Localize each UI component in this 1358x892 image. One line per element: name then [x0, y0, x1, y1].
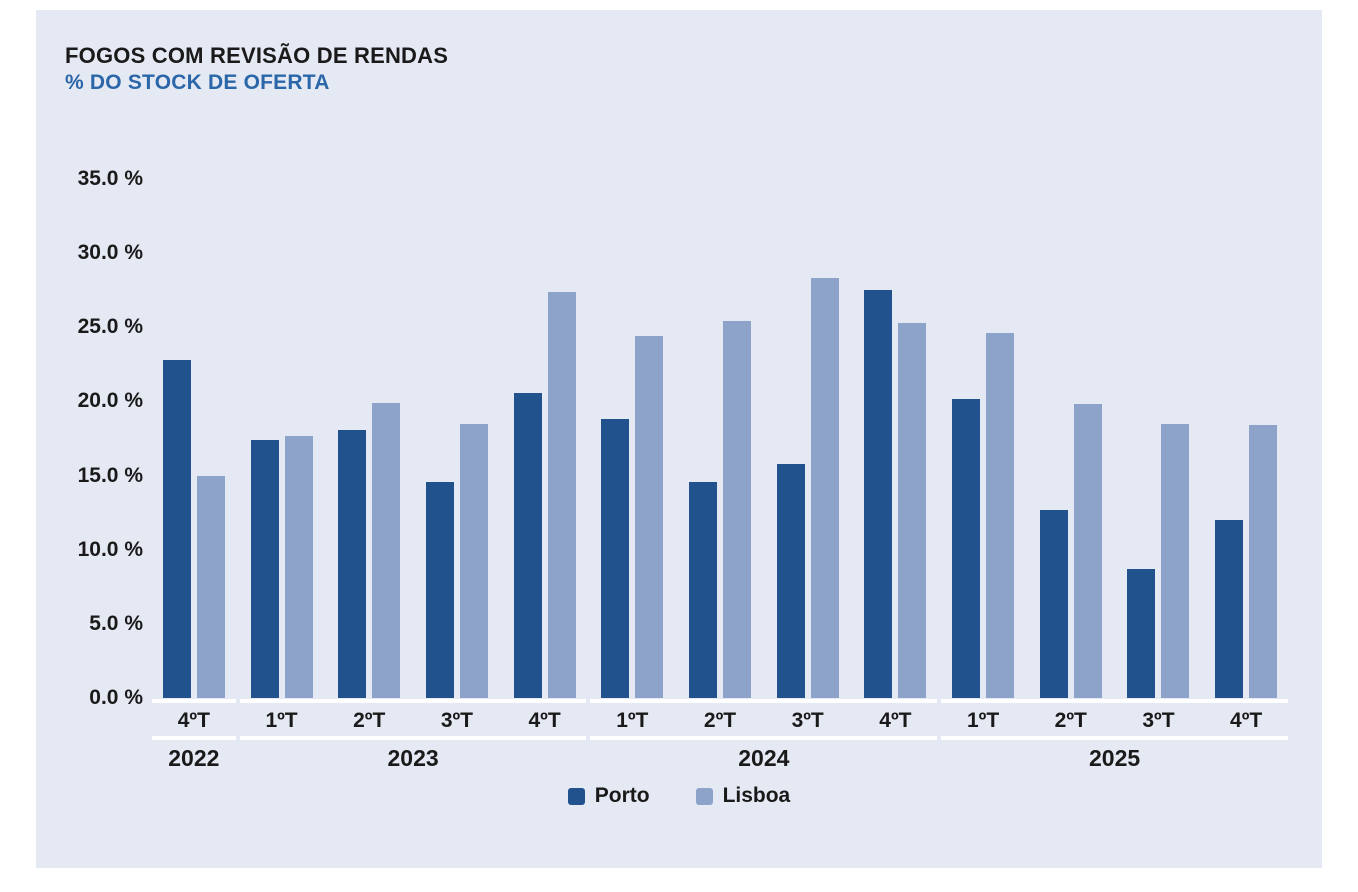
- bar-porto: [688, 481, 717, 698]
- bar-lisboa: [459, 423, 488, 698]
- bar-porto: [952, 398, 981, 698]
- axis-baseline-segment: [941, 699, 1288, 703]
- bar-lisboa: [1249, 425, 1278, 698]
- x-tick-label: 4ºT: [177, 708, 210, 732]
- bar-lisboa: [810, 278, 839, 698]
- bar-lisboa: [1073, 404, 1102, 698]
- bar-group: [588, 179, 676, 698]
- bar-group: [413, 179, 501, 698]
- bar-group: [1027, 179, 1115, 698]
- y-tick-label: 10.0 %: [77, 537, 143, 561]
- bar-lisboa: [635, 336, 664, 698]
- bar-lisboa: [372, 402, 401, 698]
- bar-lisboa: [986, 333, 1015, 698]
- year-separator-segment: [590, 736, 938, 740]
- year-group-2023: 1ºT 2ºT 3ºT 4ºT 2023: [238, 699, 589, 775]
- bar-lisboa: [898, 322, 927, 698]
- bar-group: [325, 179, 413, 698]
- bar-porto: [338, 429, 367, 698]
- legend-item-porto: Porto: [567, 784, 650, 808]
- bar-porto: [425, 481, 454, 698]
- x-tick-label: 1ºT: [616, 708, 649, 732]
- x-tick-label: 2ºT: [1054, 708, 1087, 732]
- axis-baseline-segment: [590, 699, 938, 703]
- x-tick-label: 3ºT: [791, 708, 824, 732]
- x-tick-label: 4ºT: [528, 708, 561, 732]
- bar-group: [501, 179, 589, 698]
- bar-porto: [513, 392, 542, 698]
- x-tick-label: 4ºT: [1230, 708, 1263, 732]
- year-group-2024: 1ºT 2ºT 3ºT 4ºT 2024: [588, 699, 939, 775]
- bar-lisboa: [722, 321, 751, 698]
- y-tick-label: 30.0 %: [77, 241, 143, 265]
- year-group-2025: 1ºT 2ºT 3ºT 4ºT 2025: [939, 699, 1290, 775]
- year-label: 2025: [1089, 745, 1141, 771]
- y-tick-label: 35.0 %: [77, 167, 143, 190]
- bar-lisboa: [547, 291, 576, 698]
- y-tick-label: 5.0 %: [89, 611, 143, 635]
- x-tick-label: 1ºT: [265, 708, 298, 732]
- legend: Porto Lisboa: [0, 784, 1358, 808]
- bar-porto: [162, 359, 191, 698]
- bar-group: [150, 179, 238, 698]
- plot-area: [150, 179, 1290, 698]
- chart-title: FOGOS COM REVISÃO DE RENDAS: [65, 43, 449, 68]
- y-tick-label: 0.0 %: [89, 686, 143, 709]
- legend-swatch-icon: [567, 787, 585, 805]
- bar-porto: [601, 419, 630, 698]
- bar-porto: [776, 463, 805, 698]
- year-label: 2022: [168, 745, 220, 771]
- bar-lisboa: [1161, 423, 1190, 698]
- x-tick-label: 3ºT: [1142, 708, 1175, 732]
- y-tick-label: 15.0 %: [77, 463, 143, 487]
- x-tick-label: 2ºT: [703, 708, 737, 732]
- x-tick-label: 2ºT: [353, 708, 386, 732]
- bar-porto: [864, 290, 893, 698]
- bar-porto: [250, 440, 279, 698]
- bar-group: [764, 179, 852, 698]
- bar-group: [238, 179, 326, 698]
- year-separator-segment: [941, 736, 1288, 740]
- y-tick-label: 20.0 %: [77, 389, 143, 413]
- legend-item-lisboa: Lisboa: [695, 784, 791, 808]
- axis-baseline-segment: [239, 699, 587, 703]
- year-group-2022: 4ºT 2022: [150, 699, 238, 775]
- y-tick-label: 25.0 %: [77, 315, 143, 339]
- bar-group: [852, 179, 940, 698]
- legend-label: Lisboa: [722, 784, 791, 807]
- x-tick-label: 1ºT: [966, 708, 1000, 732]
- bar-porto: [1215, 520, 1244, 698]
- x-axis: 4ºT 2022 1ºT 2ºT 3ºT 4ºT 2023 1ºT 2ºT 3ºT 4ºT 2024 1…: [150, 699, 1290, 775]
- bar-group: [1115, 179, 1203, 698]
- bar-porto: [1039, 509, 1068, 698]
- legend-label: Porto: [594, 784, 650, 807]
- year-separator-segment: [239, 736, 587, 740]
- chart-panel: [36, 10, 1322, 868]
- bar-group: [1202, 179, 1290, 698]
- year-separator-segment: [152, 736, 236, 740]
- y-axis: 35.0 % 30.0 % 25.0 % 20.0 % 15.0 % 10.0 % 5.0 …: [55, 0, 143, 892]
- chart-header: FOGOS COM REVISÃO DE RENDAS % DO STOCK D…: [65, 42, 448, 96]
- chart-subtitle: % DO STOCK DE OFERTA: [65, 71, 330, 94]
- bar-group: [676, 179, 764, 698]
- bar-lisboa: [284, 435, 313, 698]
- year-label: 2024: [738, 745, 790, 771]
- bar-group: [939, 179, 1027, 698]
- bar-porto: [1127, 569, 1156, 698]
- bar-lisboa: [196, 475, 225, 698]
- year-label: 2023: [387, 745, 439, 771]
- x-tick-label: 3ºT: [440, 708, 473, 732]
- legend-swatch-icon: [695, 787, 713, 805]
- axis-baseline-segment: [152, 699, 236, 703]
- x-tick-label: 4ºT: [879, 708, 912, 732]
